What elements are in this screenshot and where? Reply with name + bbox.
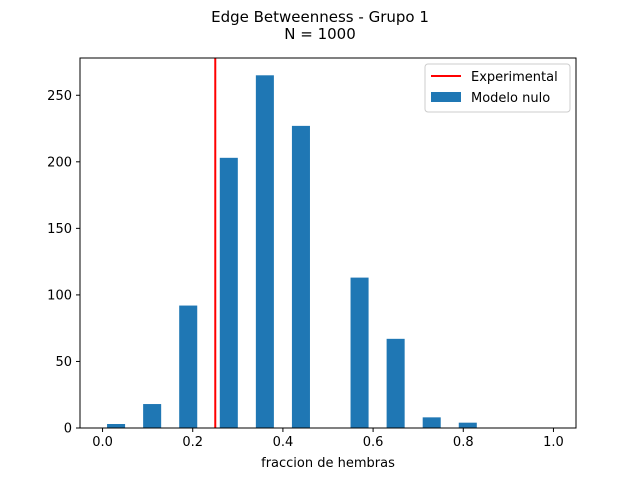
x-tick-label: 0.4 [273, 435, 294, 450]
legend-experimental-label: Experimental [471, 70, 558, 85]
bar-4 [255, 75, 274, 428]
legend: Experimental Modelo nulo [424, 63, 571, 113]
x-tick-label: 0.2 [182, 435, 203, 450]
y-tick-label: 50 [55, 355, 72, 370]
bar-2 [179, 305, 198, 428]
bar-1 [143, 404, 162, 428]
bar-9 [458, 422, 477, 428]
chart-title: Edge Betweenness - Grupo 1 [211, 8, 429, 26]
bar-5 [291, 125, 310, 429]
bar-3 [219, 157, 238, 429]
y-tick-label: 0 [64, 422, 72, 437]
legend-box [424, 63, 571, 113]
x-tick-label: 0.6 [363, 435, 384, 450]
bar-6 [350, 277, 369, 428]
y-tick-label: 200 [47, 155, 72, 170]
x-axis-ticks: 0.0 0.2 0.4 0.6 0.8 1.0 [92, 428, 564, 450]
bar-8 [422, 417, 441, 428]
plot-frame [79, 57, 577, 429]
legend-modelo-nulo-label: Modelo nulo [471, 91, 550, 106]
y-tick-label: 150 [47, 222, 72, 237]
x-tick-label: 0.8 [453, 435, 474, 450]
x-tick-label: 1.0 [543, 435, 564, 450]
y-tick-label: 100 [47, 288, 72, 303]
y-axis-ticks: 0 50 100 150 200 250 [47, 89, 80, 437]
bar-7 [386, 338, 405, 428]
x-axis-label: fraccion de hembras [261, 456, 395, 471]
chart-subtitle: N = 1000 [284, 25, 356, 43]
legend-modelo-nulo-swatch [431, 92, 461, 102]
bars-group [107, 75, 477, 429]
y-tick-label: 250 [47, 89, 72, 104]
x-tick-label: 0.0 [92, 435, 113, 450]
bar-0 [107, 424, 126, 428]
